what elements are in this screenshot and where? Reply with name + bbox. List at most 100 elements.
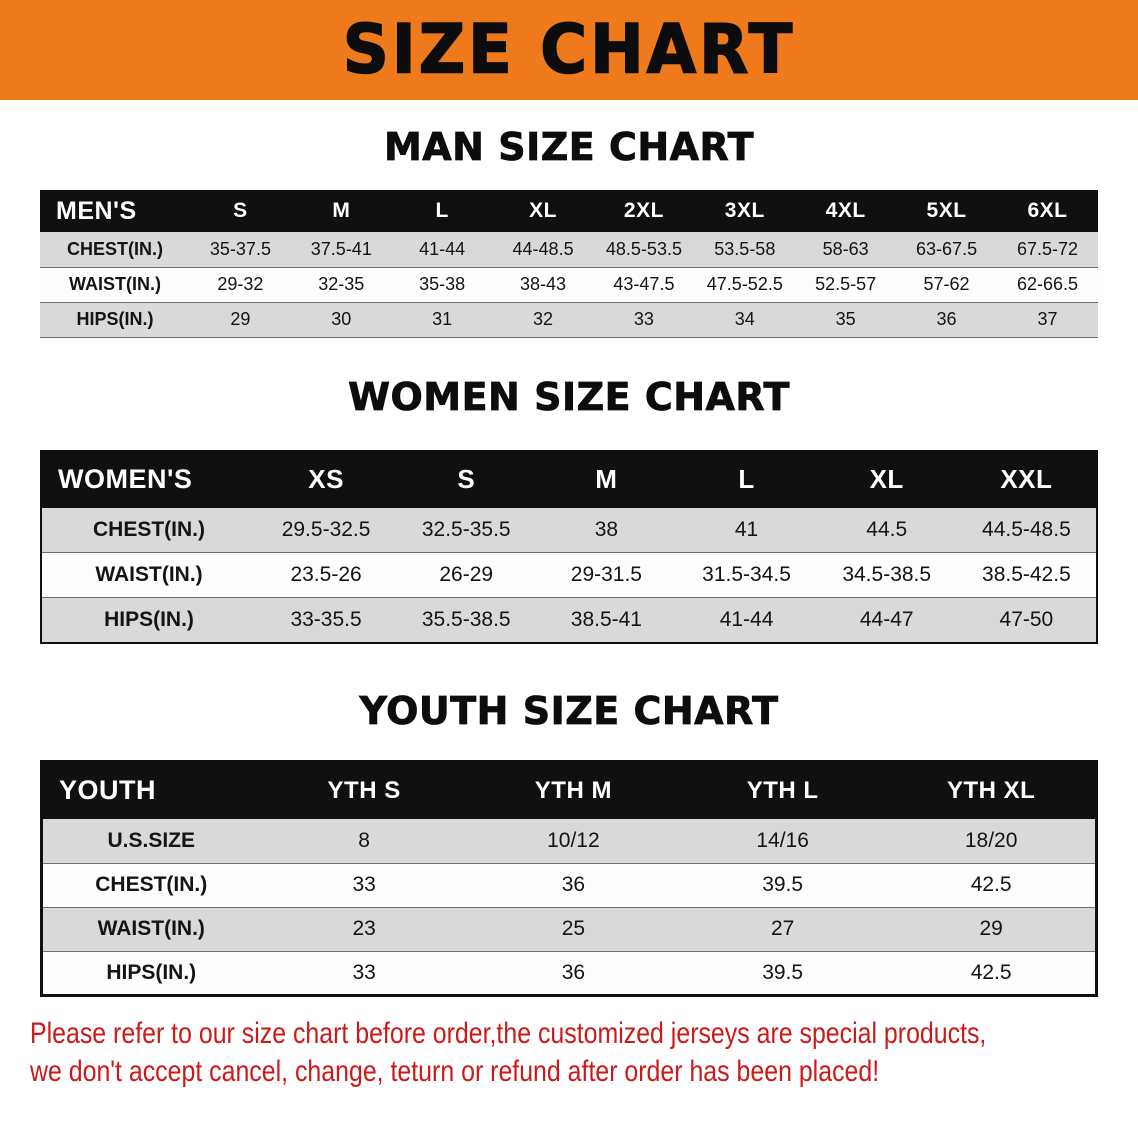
row-label-cell: CHEST(IN.) <box>67 238 163 259</box>
value-cell: 57-62 <box>923 274 970 294</box>
table-row: CHEST(IN.) 35-37.5 37.5-41 41-44 44-48.5 48.5… <box>40 232 1098 267</box>
value-cell: 18/20 <box>964 828 1018 852</box>
value-cell: 38-43 <box>520 274 567 294</box>
size-header-cell: YTH L <box>678 761 888 819</box>
size-header-cell: 6XL <box>997 190 1098 232</box>
value-cell: 29-31.5 <box>570 563 642 586</box>
value-cell: 33 <box>633 309 654 329</box>
value-cell: 38 <box>594 517 619 541</box>
row-label-cell: HIPS(IN.) <box>104 607 194 631</box>
value-cell: 32 <box>533 309 554 329</box>
women-size-heading: WOMEN SIZE CHART <box>348 374 790 419</box>
value-cell: 35-37.5 <box>209 238 271 259</box>
men-size-table: MEN'S S M L XL 2XL 3XL 4XL 5XL 6XL CHEST(IN.) 35-37… <box>40 190 1098 338</box>
value-cell: 52.5-57 <box>815 274 877 294</box>
table-row: WAIST(IN.) 29-32 32-35 35-38 38-43 43-47.5 47.… <box>40 267 1098 302</box>
size-header-cell: 2XL <box>593 190 695 232</box>
value-cell: 35 <box>835 309 856 329</box>
value-cell: 36 <box>561 960 586 984</box>
value-cell: 35.5-38.5 <box>421 607 511 631</box>
youth-size-section: YOUTH SIZE CHART YOUTH YTH S YTH M YTH L YTH… <box>0 689 1138 997</box>
value-cell: 30 <box>331 309 352 329</box>
size-header-cell: YTH XL <box>887 761 1097 819</box>
table-row: WAIST(IN.) 23 25 27 29 <box>41 907 1097 951</box>
value-cell: 44-48.5 <box>512 238 574 259</box>
value-cell: 14/16 <box>756 828 809 852</box>
table-row: U.S.SIZE 8 10/12 14/16 18/20 <box>41 819 1097 863</box>
row-label-cell: CHEST(IN.) <box>95 873 208 896</box>
value-cell: 27 <box>770 917 795 940</box>
size-header-cell: 3XL <box>694 190 796 232</box>
row-label-cell: U.S.SIZE <box>107 828 196 852</box>
value-cell: 33 <box>352 873 376 896</box>
value-cell: 44.5 <box>866 517 908 541</box>
size-header-cell: XS <box>256 450 397 508</box>
table-row: HIPS(IN.) 33-35.5 35.5-38.5 38.5-41 41-44 44-… <box>41 597 1097 643</box>
value-cell: 44.5-48.5 <box>982 517 1071 541</box>
women-size-table: WOMEN'S XS S M L XL XXL CHEST(IN.) 29.5-32.5 32.5… <box>40 449 1098 644</box>
size-chart-banner: SIZE CHART <box>0 0 1138 100</box>
table-title-cell: MEN'S <box>40 190 190 232</box>
size-header-cell: M <box>290 190 392 232</box>
value-cell: 39.5 <box>762 873 804 896</box>
value-cell: 29 <box>230 309 251 329</box>
row-label-cell: CHEST(IN.) <box>93 517 205 541</box>
size-header-cell: YTH M <box>468 761 678 819</box>
value-cell: 26-29 <box>439 563 494 586</box>
row-label-cell: WAIST(IN.) <box>97 917 205 940</box>
value-cell: 41-44 <box>719 607 774 631</box>
value-cell: 31 <box>432 309 453 329</box>
value-cell: 63-67.5 <box>916 238 978 259</box>
value-cell: 23 <box>352 917 376 940</box>
row-label-cell: HIPS(IN.) <box>76 309 154 329</box>
women-size-section: WOMEN SIZE CHART WOMEN'S XS S M L XL XXL CHEST(… <box>0 374 1138 644</box>
size-header-cell: M <box>536 450 677 508</box>
value-cell: 38.5-41 <box>570 607 642 631</box>
value-cell: 44-47 <box>859 607 914 631</box>
size-header-cell: S <box>396 450 537 508</box>
banner-title: SIZE CHART <box>342 10 796 90</box>
value-cell: 36 <box>561 873 586 896</box>
table-title-cell: WOMEN'S <box>41 450 256 508</box>
value-cell: 37.5-41 <box>310 238 372 259</box>
table-row: HIPS(IN.) 33 36 39.5 42.5 <box>41 951 1097 995</box>
value-cell: 47-50 <box>999 607 1054 631</box>
value-cell: 43-47.5 <box>613 274 675 294</box>
size-header-cell: XXL <box>956 450 1097 508</box>
row-label-cell: HIPS(IN.) <box>106 960 197 984</box>
value-cell: 41 <box>734 517 759 541</box>
value-cell: 29-32 <box>217 274 264 294</box>
men-size-section: MAN SIZE CHART MEN'S S M L XL 2XL 3XL 4XL 5XL 6XL… <box>0 126 1138 338</box>
value-cell: 31.5-34.5 <box>702 563 791 586</box>
value-cell: 32.5-35.5 <box>421 517 511 541</box>
value-cell: 8 <box>358 828 370 852</box>
value-cell: 36 <box>936 309 957 329</box>
table-title-cell: YOUTH <box>41 761 260 819</box>
size-header-cell: S <box>190 190 291 232</box>
size-header-cell: 4XL <box>795 190 897 232</box>
header-row: MEN'S S M L XL 2XL 3XL 4XL 5XL 6XL <box>40 190 1098 232</box>
value-cell: 39.5 <box>762 960 804 984</box>
size-header-cell: XL <box>816 450 957 508</box>
value-cell: 25 <box>561 917 586 940</box>
size-header-cell: XL <box>492 190 594 232</box>
men-size-heading: MAN SIZE CHART <box>383 125 755 169</box>
disclaimer-line-1: Please refer to our size chart before or… <box>30 1016 987 1050</box>
size-header-cell: L <box>391 190 493 232</box>
value-cell: 33 <box>352 960 376 984</box>
value-cell: 29 <box>979 917 1003 940</box>
value-cell: 32-35 <box>318 274 365 294</box>
value-cell: 29.5-32.5 <box>281 517 371 541</box>
value-cell: 67.5-72 <box>1016 238 1079 259</box>
value-cell: 35-38 <box>419 274 466 294</box>
value-cell: 42.5 <box>970 960 1012 984</box>
table-row: HIPS(IN.) 29 30 31 32 33 34 35 36 37 <box>40 302 1098 337</box>
row-label-cell: WAIST(IN.) <box>69 274 161 294</box>
row-label-cell: WAIST(IN.) <box>95 563 203 586</box>
value-cell: 42.5 <box>970 873 1012 896</box>
header-row: YOUTH YTH S YTH M YTH L YTH XL <box>41 761 1097 819</box>
value-cell: 47.5-52.5 <box>706 274 783 294</box>
table-row: WAIST(IN.) 23.5-26 26-29 29-31.5 31.5-34.5 34… <box>41 552 1097 598</box>
value-cell: 10/12 <box>547 828 600 852</box>
header-row: WOMEN'S XS S M L XL XXL <box>41 450 1097 508</box>
